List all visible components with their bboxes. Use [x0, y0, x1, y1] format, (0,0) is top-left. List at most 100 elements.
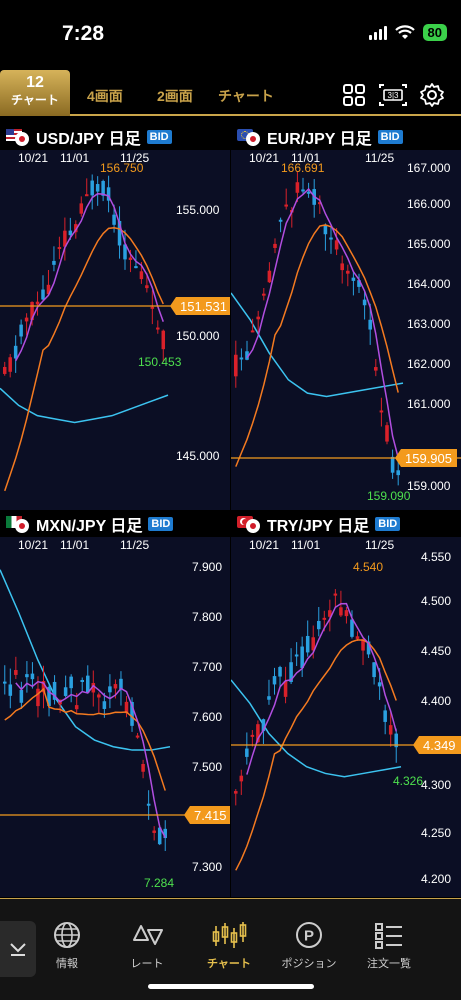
symbol-title: MXN/JPY 日足	[36, 518, 143, 535]
ma-mid-line	[235, 224, 399, 467]
bid-badge[interactable]: BID	[377, 130, 403, 144]
chart-canvas[interactable]: 10/21 11/01 11/25 155.000 150.000 145.000 151.…	[0, 150, 230, 510]
chart-panel-eurjpy[interactable]: EUR/JPY 日足 BID 10/21 11/01 11/25 167.000 166…	[231, 124, 461, 510]
candle-body	[84, 194, 89, 197]
candle-body	[24, 317, 29, 322]
settings-gear-icon[interactable]	[419, 82, 445, 108]
cellular-signal-icon	[368, 25, 387, 40]
date-label: 10/21	[18, 151, 48, 165]
candle-body	[25, 674, 29, 678]
chart-canvas[interactable]: 10/21 11/01 11/25 4.550 4.500 4.450 4.400 4.300…	[231, 537, 461, 897]
ma-mid-line	[235, 639, 397, 871]
chevron-down-icon	[10, 943, 26, 956]
bottom-navigation: 情報 レート チャート P	[0, 898, 461, 1000]
chart-panel-mxnjpy[interactable]: MXN/JPY 日足 BID 10/21 11/01 11/25 7.900 7.800…	[0, 511, 230, 897]
tab-chart[interactable]: チャート	[218, 88, 274, 104]
candle-body	[52, 681, 57, 700]
price-tick-label: 4.400	[421, 694, 451, 708]
collapse-button[interactable]	[0, 921, 36, 977]
price-tick-label: 4.450	[421, 644, 451, 658]
candle-body	[305, 635, 310, 653]
ma-short-line	[246, 602, 397, 775]
nav-rate[interactable]: レート	[108, 919, 186, 971]
us-jp-flag-icon	[6, 129, 32, 146]
candle-body	[119, 678, 123, 690]
candle-body	[113, 684, 118, 689]
candle-body	[57, 247, 62, 250]
candle-body	[46, 284, 51, 295]
date-label: 10/21	[249, 538, 279, 552]
price-tick-label: 161.000	[407, 397, 451, 411]
price-tick-label: 166.000	[407, 197, 451, 211]
chart-panel-usdjpy[interactable]: USD/JPY 日足 BID 10/21 11/01 11/25 155.000 150…	[0, 124, 230, 510]
current-price-tag	[413, 736, 461, 754]
candle-body	[311, 637, 316, 651]
date-label: 11/25	[365, 538, 394, 552]
candle-body	[68, 230, 73, 236]
candle-body	[41, 681, 46, 693]
candle-body	[63, 687, 68, 696]
candle-body	[74, 224, 78, 233]
candle-body	[390, 456, 395, 473]
candle-body	[328, 610, 332, 617]
nav-position[interactable]: P ポジション	[270, 919, 348, 971]
bid-badge[interactable]: BID	[375, 517, 401, 531]
tab-12-charts[interactable]: 12 チャート	[0, 70, 70, 116]
ma-long-line	[231, 292, 404, 398]
candle-body	[36, 688, 40, 707]
tab-2-screens[interactable]: 2画面	[157, 88, 193, 104]
candle-body	[245, 351, 249, 360]
candle-body	[245, 748, 249, 757]
candle-body	[69, 676, 73, 689]
candle-body	[329, 237, 333, 240]
candle-body	[8, 684, 13, 696]
ma-long-line	[231, 679, 402, 778]
nav-info[interactable]: 情報	[28, 919, 106, 971]
bid-badge[interactable]: BID	[146, 130, 172, 144]
battery-indicator: 80	[422, 24, 447, 41]
nav-order-list[interactable]: 注文一覧	[350, 919, 428, 971]
grid-layout-icon[interactable]	[341, 82, 367, 108]
candle-body	[357, 280, 361, 287]
svg-text:3|3: 3|3	[388, 91, 400, 100]
candle-body	[52, 260, 56, 265]
layout-3x3-icon[interactable]: 3|3	[378, 82, 408, 108]
chart-canvas[interactable]: 10/21 11/01 11/25 7.900 7.800 7.700 7.600 7.500…	[0, 537, 230, 897]
candle-body	[250, 734, 255, 737]
wifi-icon	[394, 25, 415, 39]
candle-body	[340, 263, 344, 271]
candle-body	[388, 725, 393, 735]
rate-icon	[133, 925, 163, 945]
nav-chart[interactable]: チャート	[190, 919, 268, 971]
price-tick-label: 150.000	[176, 329, 220, 343]
candle-body	[278, 219, 283, 222]
candle-body	[267, 696, 271, 700]
candle-body	[306, 191, 311, 194]
candle-body	[124, 701, 129, 714]
tab-4-screens[interactable]: 4画面	[87, 88, 123, 104]
chart-canvas[interactable]: 10/21 11/01 11/25 167.000 166.000 165.000 164.…	[231, 150, 461, 510]
candle-body	[90, 180, 94, 196]
chart-panel-tryjpy[interactable]: TRY/JPY 日足 BID 10/21 11/01 11/25 4.550 4.500…	[231, 511, 461, 897]
candle-body	[95, 184, 100, 192]
date-label: 11/01	[291, 151, 320, 165]
candle-body	[333, 593, 338, 596]
current-price-value: 151.531	[180, 299, 227, 314]
ma-mid-line	[4, 687, 166, 791]
symbol-title: TRY/JPY 日足	[267, 518, 370, 535]
date-label: 11/01	[60, 538, 89, 552]
candle-body	[150, 306, 155, 309]
bid-badge[interactable]: BID	[148, 517, 174, 531]
candle-body	[102, 701, 107, 709]
candle-body	[361, 639, 365, 651]
candle-body	[267, 270, 272, 283]
candle-body	[301, 189, 305, 192]
candle-body	[234, 354, 238, 377]
ma-long-line	[0, 387, 169, 424]
candle-body	[351, 277, 356, 281]
candle-body	[139, 271, 144, 280]
mx-jp-flag-icon	[6, 516, 32, 533]
candle-body	[97, 694, 101, 698]
candle-body	[316, 620, 321, 630]
order-list-icon	[375, 923, 402, 949]
